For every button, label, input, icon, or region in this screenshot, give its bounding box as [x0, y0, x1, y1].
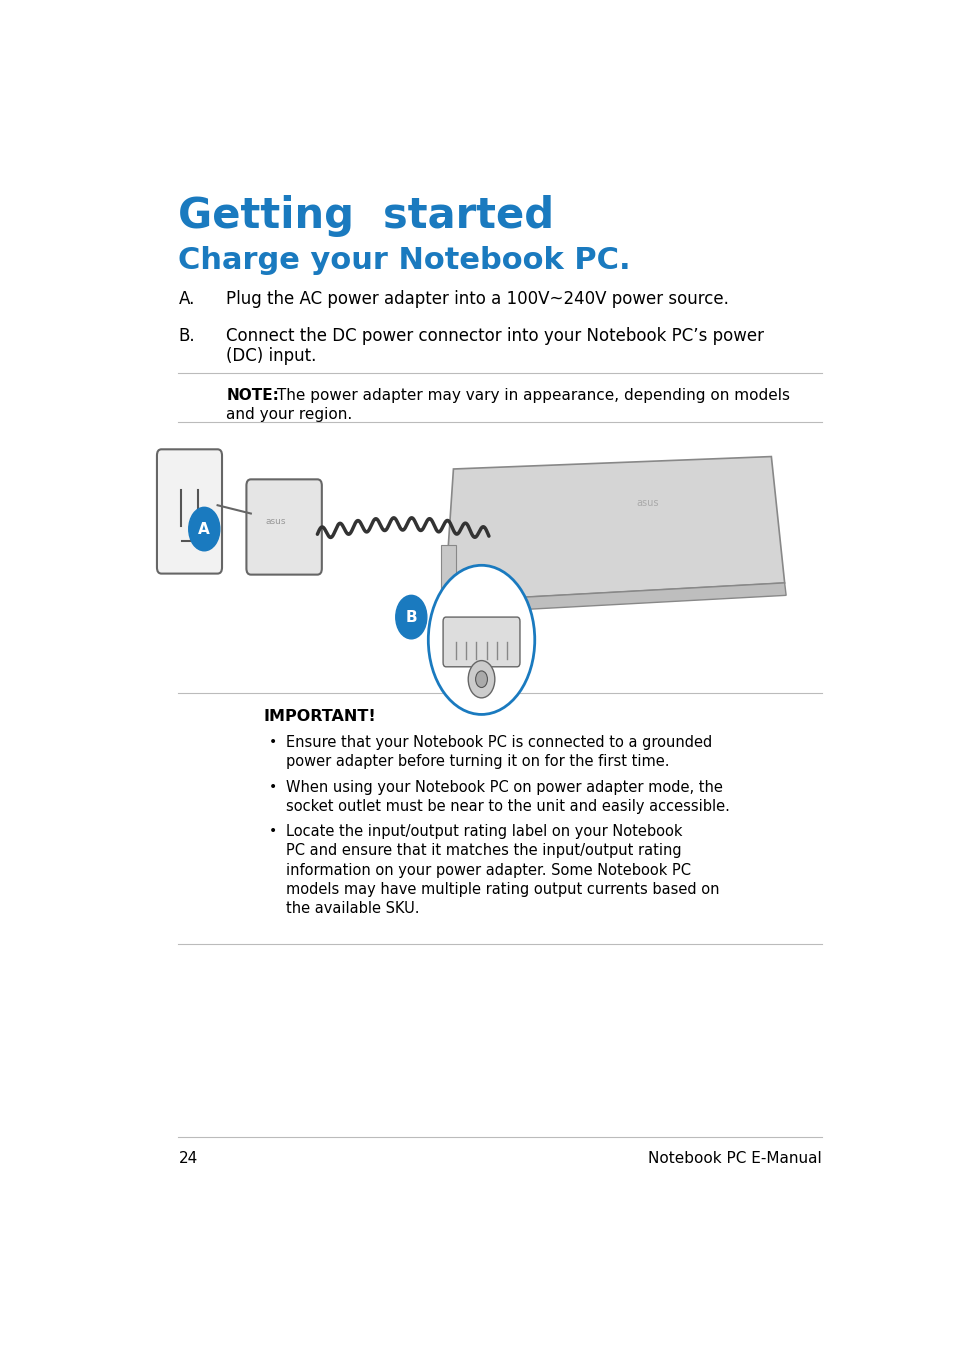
Text: power adapter before turning it on for the first time.: power adapter before turning it on for t… [285, 755, 668, 769]
Text: (DC) input.: (DC) input. [226, 347, 316, 364]
Text: Notebook PC E-Manual: Notebook PC E-Manual [647, 1151, 821, 1166]
Text: •: • [269, 780, 277, 794]
Text: IMPORTANT!: IMPORTANT! [263, 709, 375, 724]
Text: PC and ensure that it matches the input/output rating: PC and ensure that it matches the input/… [285, 843, 680, 858]
Text: Plug the AC power adapter into a 100V~240V power source.: Plug the AC power adapter into a 100V~24… [226, 289, 728, 308]
Polygon shape [444, 456, 783, 601]
Bar [440, 545, 456, 607]
FancyBboxPatch shape [157, 449, 222, 573]
Text: and your region.: and your region. [226, 406, 353, 422]
Circle shape [395, 596, 426, 639]
Text: B.: B. [178, 327, 194, 346]
Circle shape [468, 660, 495, 698]
Text: Connect the DC power connector into your Notebook PC’s power: Connect the DC power connector into your… [226, 327, 763, 346]
Text: The power adapter may vary in appearance, depending on models: The power adapter may vary in appearance… [272, 389, 789, 404]
Polygon shape [440, 582, 785, 613]
Text: socket outlet must be near to the unit and easily accessible.: socket outlet must be near to the unit a… [285, 799, 729, 814]
Circle shape [428, 565, 535, 714]
Text: asus: asus [637, 498, 659, 508]
Text: information on your power adapter. Some Notebook PC: information on your power adapter. Some … [285, 862, 690, 877]
Text: •: • [269, 736, 277, 749]
Text: Locate the input/output rating label on your Notebook: Locate the input/output rating label on … [285, 824, 681, 839]
Text: 24: 24 [178, 1151, 197, 1166]
Text: Charge your Notebook PC.: Charge your Notebook PC. [178, 246, 630, 276]
FancyBboxPatch shape [246, 479, 321, 574]
Text: NOTE:: NOTE: [226, 389, 279, 404]
FancyBboxPatch shape [442, 617, 519, 667]
Circle shape [476, 671, 487, 687]
Text: asus: asus [265, 516, 286, 526]
Text: •: • [269, 824, 277, 838]
Text: Ensure that your Notebook PC is connected to a grounded: Ensure that your Notebook PC is connecte… [285, 736, 711, 751]
Text: the available SKU.: the available SKU. [285, 901, 418, 916]
Text: When using your Notebook PC on power adapter mode, the: When using your Notebook PC on power ada… [285, 780, 721, 795]
Text: models may have multiple rating output currents based on: models may have multiple rating output c… [285, 882, 719, 897]
Text: B: B [405, 609, 416, 624]
Text: Getting  started: Getting started [178, 195, 554, 237]
Text: A.: A. [178, 289, 194, 308]
Circle shape [189, 507, 219, 551]
Text: A: A [198, 522, 210, 537]
